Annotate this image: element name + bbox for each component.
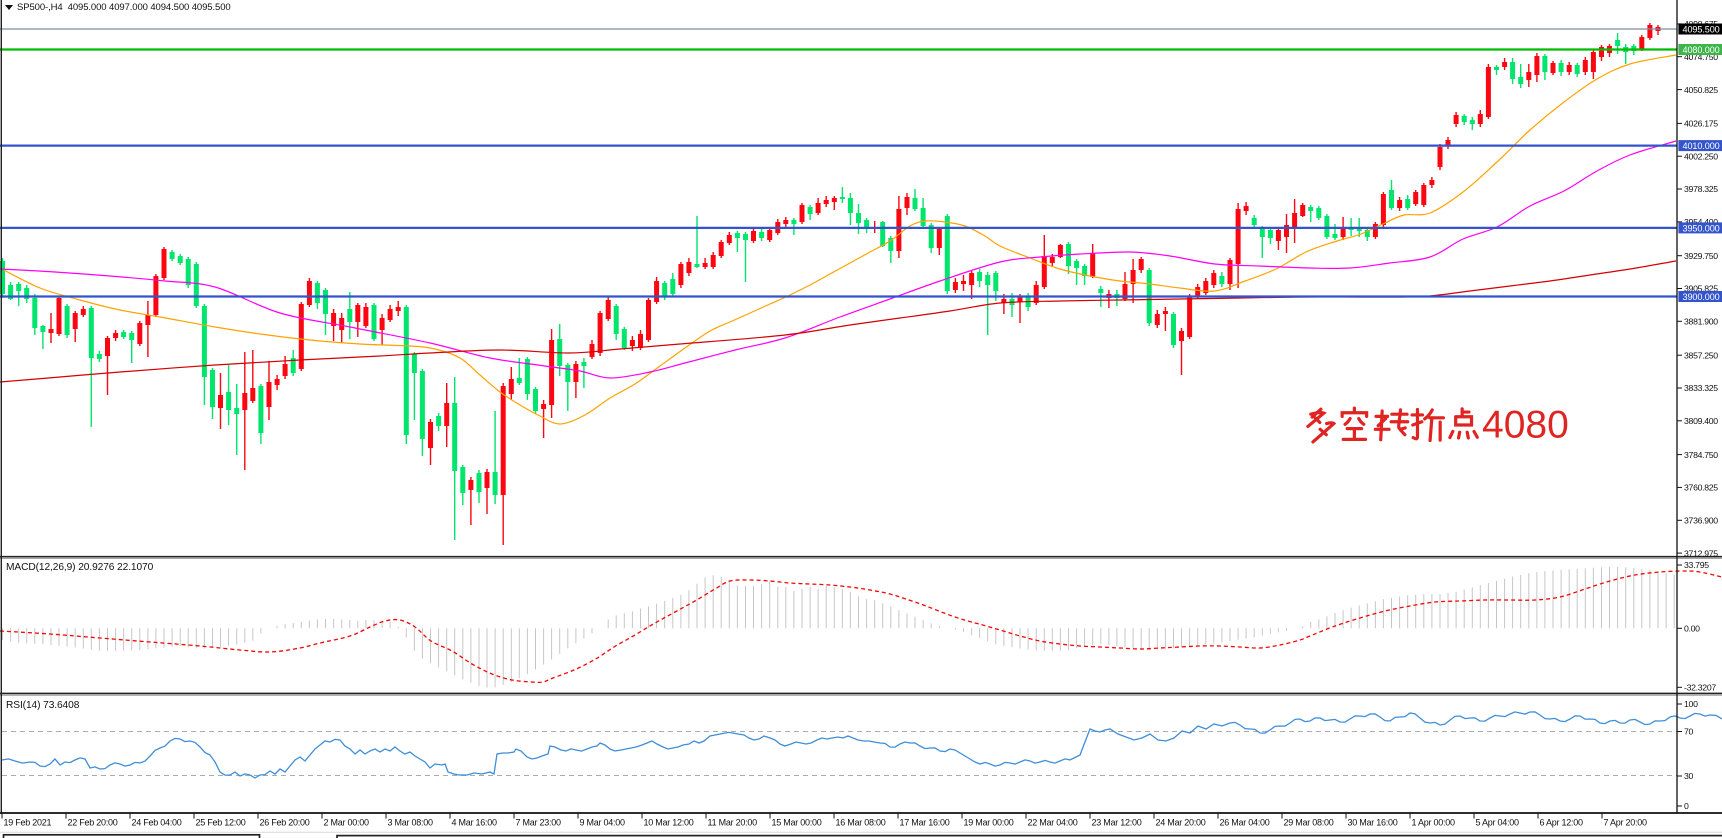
svg-text:22 Mar 04:00: 22 Mar 04:00	[1028, 818, 1078, 828]
svg-text:100: 100	[1684, 699, 1698, 709]
svg-text:4010.000: 4010.000	[1683, 141, 1720, 151]
svg-text:3900.000: 3900.000	[1683, 292, 1720, 302]
svg-text:3978.325: 3978.325	[1684, 184, 1718, 194]
svg-text:19 Mar 00:00: 19 Mar 00:00	[964, 818, 1014, 828]
svg-text:9 Mar 04:00: 9 Mar 04:00	[580, 818, 626, 828]
svg-text:3784.750: 3784.750	[1684, 450, 1718, 460]
svg-text:26 Mar 04:00: 26 Mar 04:00	[1220, 818, 1270, 828]
svg-text:4026.175: 4026.175	[1684, 119, 1718, 129]
svg-text:4 Mar 16:00: 4 Mar 16:00	[452, 818, 498, 828]
svg-text:24 Feb 04:00: 24 Feb 04:00	[132, 818, 182, 828]
svg-text:4095.500: 4095.500	[1683, 24, 1720, 34]
svg-text:33.795: 33.795	[1684, 560, 1709, 570]
svg-text:3 Mar 08:00: 3 Mar 08:00	[388, 818, 434, 828]
svg-text:3929.750: 3929.750	[1684, 251, 1718, 261]
svg-text:22 Feb 20:00: 22 Feb 20:00	[68, 818, 118, 828]
svg-text:19 Feb 2021: 19 Feb 2021	[4, 818, 52, 828]
svg-text:0: 0	[1684, 801, 1689, 811]
svg-text:11 Mar 20:00: 11 Mar 20:00	[708, 818, 758, 828]
svg-text:1 Apr 00:00: 1 Apr 00:00	[1412, 818, 1456, 828]
svg-text:10 Mar 12:00: 10 Mar 12:00	[644, 818, 694, 828]
svg-text:4080: 4080	[1482, 404, 1569, 447]
svg-text:3809.400: 3809.400	[1684, 416, 1718, 426]
svg-text:25 Feb 12:00: 25 Feb 12:00	[196, 818, 246, 828]
svg-text:2 Mar 00:00: 2 Mar 00:00	[324, 818, 370, 828]
svg-text:30 Mar 16:00: 30 Mar 16:00	[1348, 818, 1398, 828]
svg-text:23 Mar 12:00: 23 Mar 12:00	[1092, 818, 1142, 828]
svg-text:RSI(14) 73.6408: RSI(14) 73.6408	[6, 700, 80, 711]
svg-text:7 Apr 20:00: 7 Apr 20:00	[1604, 818, 1648, 828]
svg-text:MACD(12,26,9) 20.9276 22.1070: MACD(12,26,9) 20.9276 22.1070	[6, 562, 154, 573]
svg-text:29 Mar 08:00: 29 Mar 08:00	[1284, 818, 1334, 828]
svg-text:3760.825: 3760.825	[1684, 483, 1718, 493]
svg-text:5 Apr 04:00: 5 Apr 04:00	[1476, 818, 1520, 828]
svg-text:4080.000: 4080.000	[1683, 45, 1720, 55]
svg-text:4002.250: 4002.250	[1684, 151, 1718, 161]
svg-text:3833.325: 3833.325	[1684, 383, 1718, 393]
svg-text:30: 30	[1684, 771, 1694, 781]
svg-text:0.00: 0.00	[1684, 624, 1700, 634]
svg-text:15 Mar 00:00: 15 Mar 00:00	[772, 818, 822, 828]
svg-text:26 Feb 20:00: 26 Feb 20:00	[260, 818, 310, 828]
svg-text:3954.400: 3954.400	[1684, 217, 1718, 227]
svg-text:3881.900: 3881.900	[1684, 317, 1718, 327]
svg-text:3712.975: 3712.975	[1684, 548, 1718, 558]
svg-text:-32.3207: -32.3207	[1684, 683, 1716, 693]
svg-text:3950.000: 3950.000	[1683, 223, 1720, 233]
svg-text:17 Mar 16:00: 17 Mar 16:00	[900, 818, 950, 828]
svg-text:4074.750: 4074.750	[1684, 52, 1718, 62]
svg-text:4050.825: 4050.825	[1684, 85, 1718, 95]
svg-text:6 Apr 12:00: 6 Apr 12:00	[1540, 818, 1584, 828]
svg-text:24 Mar 20:00: 24 Mar 20:00	[1156, 818, 1206, 828]
svg-text:7 Mar 23:00: 7 Mar 23:00	[516, 818, 562, 828]
svg-text:16 Mar 08:00: 16 Mar 08:00	[836, 818, 886, 828]
svg-text:SP500-,H4 4095.000 4097.000 4: SP500-,H4 4095.000 4097.000 4094.500 409…	[17, 2, 231, 13]
svg-text:3857.250: 3857.250	[1684, 350, 1718, 360]
svg-text:3736.900: 3736.900	[1684, 516, 1718, 526]
svg-text:3905.825: 3905.825	[1684, 284, 1718, 294]
svg-text:70: 70	[1684, 727, 1694, 737]
